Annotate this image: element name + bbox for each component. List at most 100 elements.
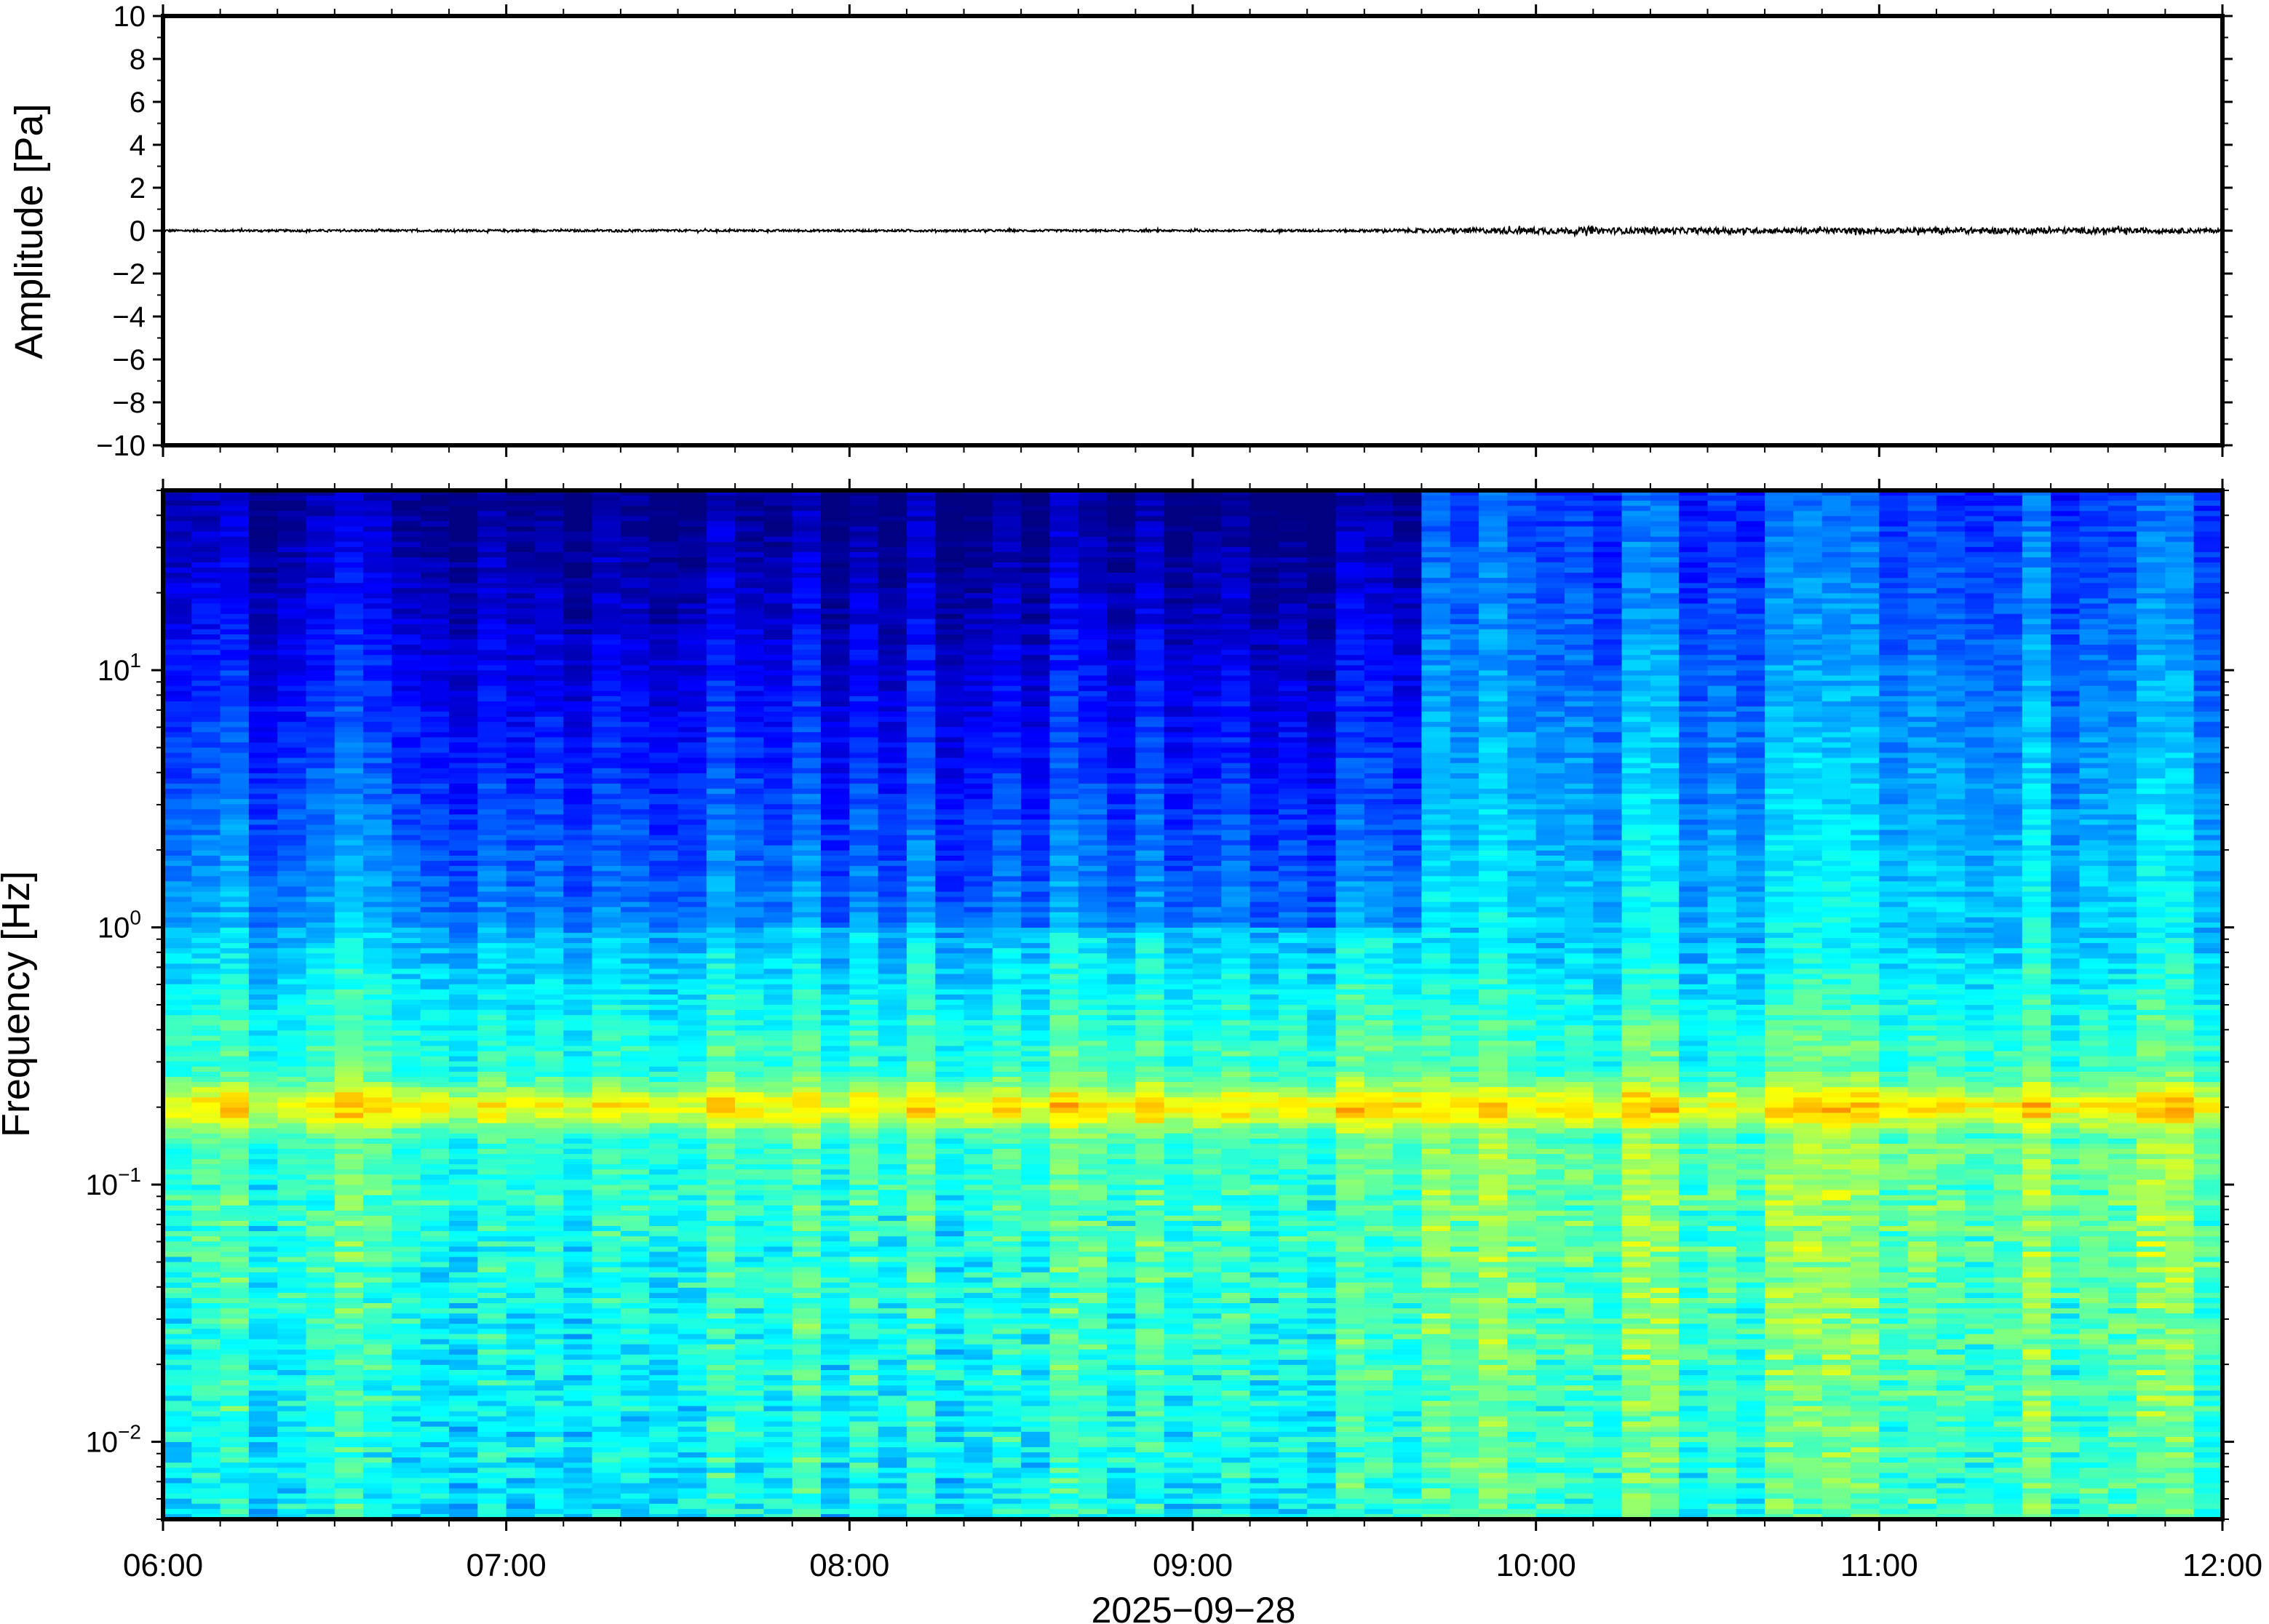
- spectrogram-cell: [191, 1236, 221, 1242]
- spectrogram-cell: [763, 546, 793, 553]
- spectrogram-cell: [363, 1468, 393, 1473]
- spectrogram-cell: [706, 1076, 736, 1083]
- spectrogram-cell: [220, 685, 250, 692]
- spectrogram-cell: [506, 1076, 536, 1083]
- spectrogram-cell: [334, 901, 364, 908]
- spectrogram-cell: [277, 578, 307, 584]
- spectrogram-cell: [277, 531, 307, 538]
- spectrogram-cell: [191, 901, 221, 908]
- spectrogram-cell: [735, 1092, 765, 1098]
- spectrogram-cell: [277, 1092, 307, 1098]
- spectrogram-cell: [392, 1483, 421, 1489]
- spectrogram-cell: [191, 1262, 221, 1268]
- spectrogram-cell: [706, 603, 736, 610]
- spectrogram-cell: [420, 1457, 450, 1463]
- spectrogram-cell: [363, 1297, 393, 1304]
- spectrogram-cell: [392, 901, 421, 908]
- spectrogram-cell: [220, 1046, 250, 1052]
- spectrogram-cell: [534, 809, 564, 816]
- spectrogram-cell: [420, 1133, 450, 1139]
- spectrogram-cell: [649, 804, 679, 810]
- spectrogram-cell: [363, 685, 393, 692]
- spectrogram-cell: [477, 999, 507, 1006]
- spectrogram-cell: [449, 495, 478, 501]
- spectrogram-cell: [420, 1251, 450, 1258]
- spectrogram-cell: [392, 994, 421, 1000]
- spectrogram-cell: [620, 490, 650, 496]
- spectrogram-cell: [735, 1035, 765, 1042]
- spectrogram-cell: [649, 650, 679, 656]
- spectrogram-cell: [706, 557, 736, 563]
- spectrogram-cell: [392, 1107, 421, 1114]
- spectrogram-cell: [763, 593, 793, 600]
- spectrogram-cell: [163, 645, 192, 650]
- spectrogram-cell: [306, 1040, 335, 1047]
- spectrogram-cell: [191, 675, 221, 682]
- spectrogram-cell: [334, 938, 364, 944]
- spectrogram-cell: [306, 1010, 335, 1016]
- spectrogram-cell: [649, 685, 679, 692]
- spectrogram-cell: [534, 1148, 564, 1155]
- spectrogram-cell: [792, 1092, 822, 1098]
- spectrogram-cell: [506, 1488, 536, 1494]
- spectrogram-cell: [449, 1112, 478, 1119]
- spectrogram-cell: [306, 1143, 335, 1150]
- spectrogram-cell: [620, 675, 650, 682]
- spectrogram-cell: [677, 1102, 707, 1108]
- spectrogram-cell: [649, 1190, 679, 1196]
- spectrogram-cell: [191, 917, 221, 923]
- spectrogram-cell: [163, 608, 192, 615]
- spectrogram-cell: [163, 958, 192, 965]
- spectrogram-cell: [363, 629, 393, 635]
- spectrogram-cell: [392, 1190, 421, 1196]
- spectrogram-cell: [706, 1169, 736, 1175]
- spectrogram-cell: [363, 1503, 393, 1510]
- spectrogram-cell: [620, 886, 650, 893]
- spectrogram-cell: [392, 1431, 421, 1438]
- spectrogram-cell: [649, 1468, 679, 1473]
- spectrogram-cell: [449, 696, 478, 702]
- spectrogram-cell: [649, 1267, 679, 1273]
- spectrogram-cell: [763, 1339, 793, 1345]
- spectrogram-cell: [677, 901, 707, 908]
- spectrogram-cell: [420, 1462, 450, 1468]
- spectrogram-cell: [477, 866, 507, 872]
- spectrogram-cell: [248, 958, 278, 965]
- spectrogram-cell: [306, 958, 335, 965]
- spectrogram-cell: [677, 1107, 707, 1114]
- spectrogram-cell: [649, 881, 679, 887]
- spectrogram-cell: [163, 1138, 192, 1145]
- spectrogram-cell: [620, 526, 650, 533]
- spectrogram-cell: [392, 552, 421, 558]
- spectrogram-cell: [534, 835, 564, 841]
- spectrogram-cell: [763, 1061, 793, 1067]
- spectrogram-cell: [163, 717, 192, 723]
- spectrogram-cell: [534, 1396, 564, 1401]
- spectrogram-cell: [649, 624, 679, 630]
- spectrogram-cell: [220, 1246, 250, 1252]
- spectrogram-cell: [191, 1179, 221, 1186]
- spectrogram-cell: [392, 984, 421, 990]
- spectrogram-cell: [477, 675, 507, 682]
- spectrogram-cell: [563, 747, 593, 754]
- spectrogram-cell: [420, 1107, 450, 1114]
- spectrogram-cell: [363, 963, 393, 970]
- spectrogram-cell: [392, 876, 421, 882]
- spectrogram-cell: [649, 1324, 679, 1330]
- spectrogram-cell: [821, 1215, 850, 1222]
- spectrogram-cell: [649, 1169, 679, 1175]
- spectrogram-cell: [706, 1082, 736, 1088]
- spectrogram-cell: [735, 1272, 765, 1278]
- spectrogram-cell: [306, 629, 335, 635]
- spectrogram-cell: [620, 696, 650, 702]
- spectrogram-cell: [506, 901, 536, 908]
- spectrogram-cell: [334, 634, 364, 640]
- spectrogram-cell: [821, 675, 850, 682]
- spectrogram-cell: [306, 624, 335, 630]
- spectrogram-cell: [792, 794, 822, 800]
- spectrogram-cell: [821, 562, 850, 568]
- spectrogram-cell: [563, 1040, 593, 1047]
- spectrogram-cell: [334, 1112, 364, 1119]
- spectrogram-cell: [477, 984, 507, 990]
- spectrogram-cell: [477, 814, 507, 821]
